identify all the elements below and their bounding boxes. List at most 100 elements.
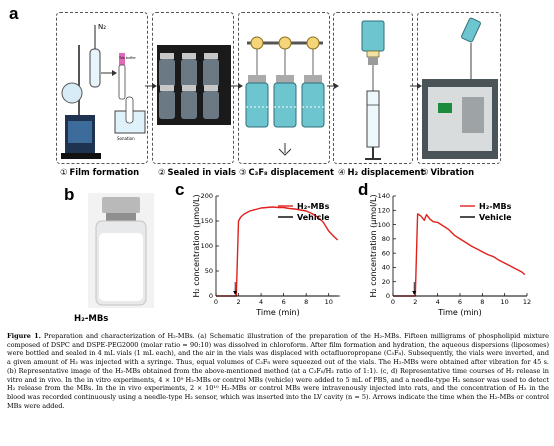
panel-letter-b: b [64, 185, 75, 204]
y-tick-label: 120 [378, 206, 390, 214]
step-label-film-formation: ① Film formation [60, 167, 139, 177]
vial-cap-4 [160, 85, 174, 91]
chart-h2-release-in-vivo: 0 20 40 60 80 100 120 140 0 2 4 6 8 10 12 Time (min) H₂ … [369, 192, 531, 317]
x-tick-label: 2 [413, 298, 417, 306]
step-arrows [145, 83, 422, 89]
step-number: ② [158, 167, 166, 177]
figure-caption: Figure 1. Preparation and characterizati… [7, 332, 549, 410]
legend-label-vehicle: Vehicle [479, 213, 512, 222]
step-box-vibration [417, 12, 501, 164]
y-axis-label: H₂ concentration (μmol/L) [192, 194, 201, 297]
step-arrow-1 [145, 83, 157, 89]
manifold-group [245, 36, 325, 156]
sealed-vials-photo [157, 45, 231, 125]
c3f8-displacement-illustration [245, 36, 325, 156]
x-tick-label: 2 [236, 298, 240, 306]
buffer-cap [119, 53, 125, 65]
y-tick-label: 150 [201, 217, 213, 225]
panel-letter-d: d [358, 180, 369, 199]
x-tick-label: 6 [282, 298, 286, 306]
step-label-h2-displacement: ④ H₂ displacement [338, 167, 425, 177]
step-arrow-3 [327, 83, 339, 89]
panel-letter-a: a [9, 4, 19, 23]
y-tick-label: 80 [382, 235, 390, 243]
vial-cap-3 [204, 53, 218, 59]
h2-mbs-label: H₂-MBs [74, 314, 109, 324]
step-number: ④ [338, 167, 346, 177]
vial-3 [301, 82, 325, 128]
step-label-vibration: ⑤ Vibration [421, 167, 474, 177]
vials-group [159, 53, 219, 119]
x-tick-label: 10 [501, 298, 509, 306]
y-tick-label: 140 [378, 192, 390, 200]
vial-1 [159, 59, 175, 87]
x-tick-label: 12 [523, 298, 531, 306]
evaporator-screen [68, 121, 92, 143]
y-tick-label: 40 [382, 264, 390, 272]
series-line-h2-mbs [393, 213, 526, 297]
step-number: ⑤ [421, 167, 429, 177]
step-box-c3f8-displacement [238, 12, 330, 164]
y-tick-label: 100 [378, 221, 390, 229]
x-tick-label: 0 [391, 298, 395, 306]
step-text: Film formation [69, 167, 140, 177]
y-tick-label: 0 [386, 292, 390, 300]
buffer-tube [118, 64, 126, 100]
legend-label-vehicle: Vehicle [297, 213, 330, 222]
x-tick-label: 10 [325, 298, 333, 306]
vibrator-display [438, 103, 452, 113]
vial-cap-6 [204, 85, 218, 91]
round-flask [61, 82, 83, 104]
vial-cap-1 [160, 53, 174, 59]
y-tick-label: 60 [382, 249, 390, 257]
x-tick-label: 4 [436, 298, 440, 306]
vial-top-3 [304, 75, 322, 83]
step-box-sealed-vials [152, 12, 234, 164]
tilted-vial [461, 17, 481, 43]
h2-displacement-illustration [361, 20, 385, 160]
vial-5 [181, 91, 197, 119]
series-line-h2-mbs [216, 206, 339, 297]
y-tick-label: 200 [201, 192, 213, 200]
figure-label: Figure 1. [7, 332, 41, 340]
y-tick-label: 0 [209, 292, 213, 300]
step-text: C₃F₈ displacement [248, 167, 335, 177]
y-tick-label: 100 [201, 242, 213, 250]
x-tick-label: 8 [304, 298, 308, 306]
caption-text: Preparation and characterization of H₂-M… [7, 332, 550, 410]
evaporator-base [61, 153, 101, 159]
sonation-label: Sonation [117, 136, 135, 141]
x-tick-label: 8 [480, 298, 484, 306]
vial-2 [273, 82, 297, 128]
vibration-photo [422, 17, 498, 159]
addition-arrow-head [412, 291, 417, 295]
step-number: ① [60, 167, 68, 177]
step-box-h2-displacement [333, 12, 413, 164]
film-formation-illustration: N₂ Tris buffer Sonation [61, 23, 146, 159]
addition-arrow-head [233, 291, 238, 295]
vial-top-2 [276, 75, 294, 83]
bath-tube [125, 96, 134, 124]
vial-6 [203, 91, 219, 119]
panel-letter-c: c [175, 180, 185, 199]
step-text: Sealed in vials [167, 167, 236, 177]
vial-top-1 [248, 75, 266, 83]
y-tick-label: 50 [205, 267, 213, 275]
chart-h2-release-in-vitro: 0 50 100 150 200 0 2 4 6 8 10 Time (min) H₂ concentr… [192, 192, 340, 317]
step-text: Vibration [430, 167, 475, 177]
vial-neck [106, 213, 136, 221]
vial-4 [159, 91, 175, 119]
step-label-sealed-vials: ② Sealed in vials [158, 167, 236, 177]
step-arrow-4 [410, 83, 422, 89]
x-tick-label: 0 [214, 298, 218, 306]
step-text: H₂ displacement [347, 167, 425, 177]
step-box-film-formation: N₂ Tris buffer Sonation [56, 12, 148, 164]
x-axis-label: Time (min) [437, 308, 481, 317]
vial-1 [245, 82, 269, 128]
legend-label-h2-mbs: H₂-MBs [297, 202, 330, 211]
y-axis-label: H₂ concentration (μmol/L) [369, 194, 378, 297]
vial-microbubbles [99, 233, 143, 301]
test-tube [89, 48, 101, 88]
vial-cap-2 [182, 53, 196, 59]
step-label-c3f8-displacement: ③ C₃F₈ displacement [239, 167, 334, 177]
